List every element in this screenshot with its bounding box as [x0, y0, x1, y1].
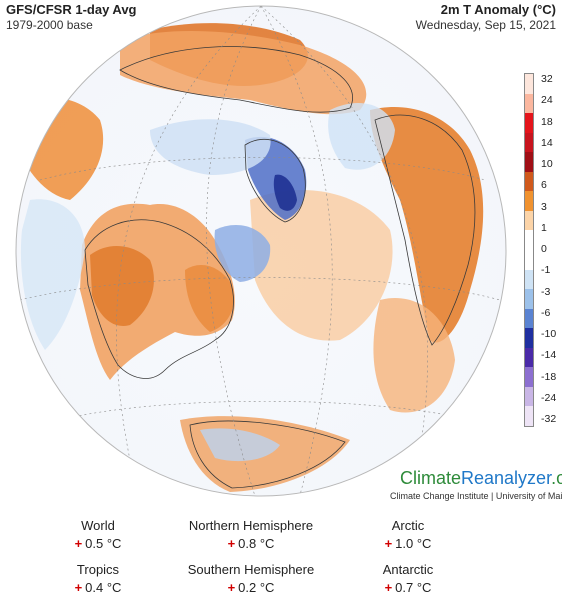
- colorbar-tick-label: 1: [541, 221, 547, 234]
- stat-label: World: [81, 518, 115, 533]
- colorbar-tick-label: -24: [541, 391, 557, 404]
- graticule-meridian: [260, 6, 428, 451]
- stat-value: 0.4 °C: [85, 580, 122, 595]
- stat-value: 0.7 °C: [395, 580, 432, 595]
- coastline-north-america: [84, 219, 234, 379]
- colorbar-tick-label: 14: [541, 136, 553, 149]
- colorbar-tick-label: -1: [541, 264, 551, 277]
- colorbar-tick-label: -3: [541, 285, 551, 298]
- anomaly-cold-arctic-ocean: [150, 119, 271, 175]
- anomaly-cold-east-europe: [328, 102, 395, 170]
- stat-value: 0.2 °C: [238, 580, 275, 595]
- graticule-parallel: [19, 277, 501, 301]
- climate-reanalyzer-logo: ClimateReanalyzer.org: [400, 468, 562, 488]
- colorbar-tick-label: -10: [541, 328, 557, 340]
- colorbar-tick-label: 3: [541, 200, 547, 213]
- graticule-parallel: [39, 157, 486, 181]
- stat-sign: +: [227, 580, 236, 595]
- colorbar: [524, 73, 534, 427]
- stat-sign: +: [227, 536, 236, 551]
- stat-antarctic: Antarctic +0.7 °C: [333, 562, 483, 595]
- stat-sign: +: [384, 536, 393, 551]
- colorbar-segment: [525, 250, 533, 271]
- colorbar-segment: [525, 113, 533, 134]
- stat-sign: +: [74, 536, 83, 551]
- colorbar-segment: [525, 191, 533, 212]
- colorbar-segment: [525, 406, 533, 427]
- stat-northern-hemisphere: Northern Hemisphere +0.8 °C: [176, 518, 326, 551]
- stat-tropics: Tropics +0.4 °C: [23, 562, 173, 595]
- anomaly-cold-greenland-core: [273, 174, 297, 211]
- stat-value: 0.5 °C: [85, 536, 122, 551]
- colorbar-tick-label: -32: [541, 413, 557, 425]
- colorbar-tick-label: -14: [541, 349, 557, 362]
- colorbar-segment: [525, 347, 533, 368]
- stat-label: Tropics: [76, 562, 120, 577]
- anomaly-warm-africa: [373, 298, 455, 413]
- colorbar-segment: [525, 386, 533, 407]
- anomaly-warm-arctic-russia: [120, 30, 367, 115]
- stat-label: Antarctic: [382, 562, 434, 577]
- colorbar-tick-label: 32: [541, 73, 553, 85]
- anomaly-warm-atlantic: [250, 190, 393, 341]
- colorbar-tick-label: 18: [541, 115, 553, 128]
- anomaly-cold-pacific: [20, 199, 86, 350]
- colorbar-tick-label: -6: [541, 306, 551, 319]
- anomaly-warm-eastern-canada: [185, 265, 234, 332]
- graticule-meridian: [116, 6, 262, 461]
- colorbar-tick-label: 6: [541, 179, 547, 192]
- colorbar-segment: [525, 367, 533, 388]
- stat-sign: +: [384, 580, 393, 595]
- colorbar-segment: [525, 328, 533, 349]
- map-variable-title: 2m T Anomaly (°C): [440, 2, 556, 17]
- colorbar-segment: [525, 210, 533, 231]
- stat-value: 1.0 °C: [395, 536, 432, 551]
- anomaly-warm-west-us: [90, 245, 154, 326]
- stat-value: 0.8 °C: [238, 536, 275, 551]
- colorbar-segment: [525, 132, 533, 153]
- stat-southern-hemisphere: Southern Hemisphere +0.2 °C: [176, 562, 326, 595]
- colorbar-segment: [525, 289, 533, 310]
- colorbar-tick-label: 24: [541, 94, 553, 107]
- colorbar-segment: [525, 152, 533, 173]
- colorbar-tick-label: 0: [541, 243, 547, 255]
- coastline-greenland: [244, 139, 306, 223]
- colorbar-segment: [525, 269, 533, 290]
- colorbar-segment: [525, 93, 533, 114]
- colorbar-segment: [525, 230, 533, 251]
- anomaly-warm-europe-right: [370, 106, 484, 343]
- colorbar-tick-label: -18: [541, 370, 557, 383]
- colorbar-segment: [525, 308, 533, 329]
- coastline-europe: [374, 114, 476, 346]
- brand-subtitle: Climate Change Institute | University of…: [390, 491, 562, 501]
- stat-label: Arctic: [391, 518, 425, 533]
- colorbar-segment: [525, 74, 533, 95]
- coastline-south-america: [189, 420, 346, 489]
- colorbar-tick-label: 10: [541, 158, 553, 170]
- map-source-title: GFS/CFSR 1-day Avg: [6, 2, 137, 17]
- stat-label: Northern Hemisphere: [188, 518, 314, 533]
- stat-sign: +: [74, 580, 83, 595]
- graticule-parallel: [59, 400, 471, 421]
- map-base-period: 1979-2000 base: [6, 18, 93, 32]
- globe-outline: [15, 5, 507, 497]
- stat-label: Southern Hemisphere: [187, 562, 315, 577]
- stat-arctic: Arctic +1.0 °C: [333, 518, 483, 551]
- anomaly-cold-hudson-bay: [214, 225, 271, 282]
- stat-world: World +0.5 °C: [23, 518, 173, 551]
- colorbar-segment: [525, 171, 533, 192]
- map-date: Wednesday, Sep 15, 2021: [415, 18, 556, 32]
